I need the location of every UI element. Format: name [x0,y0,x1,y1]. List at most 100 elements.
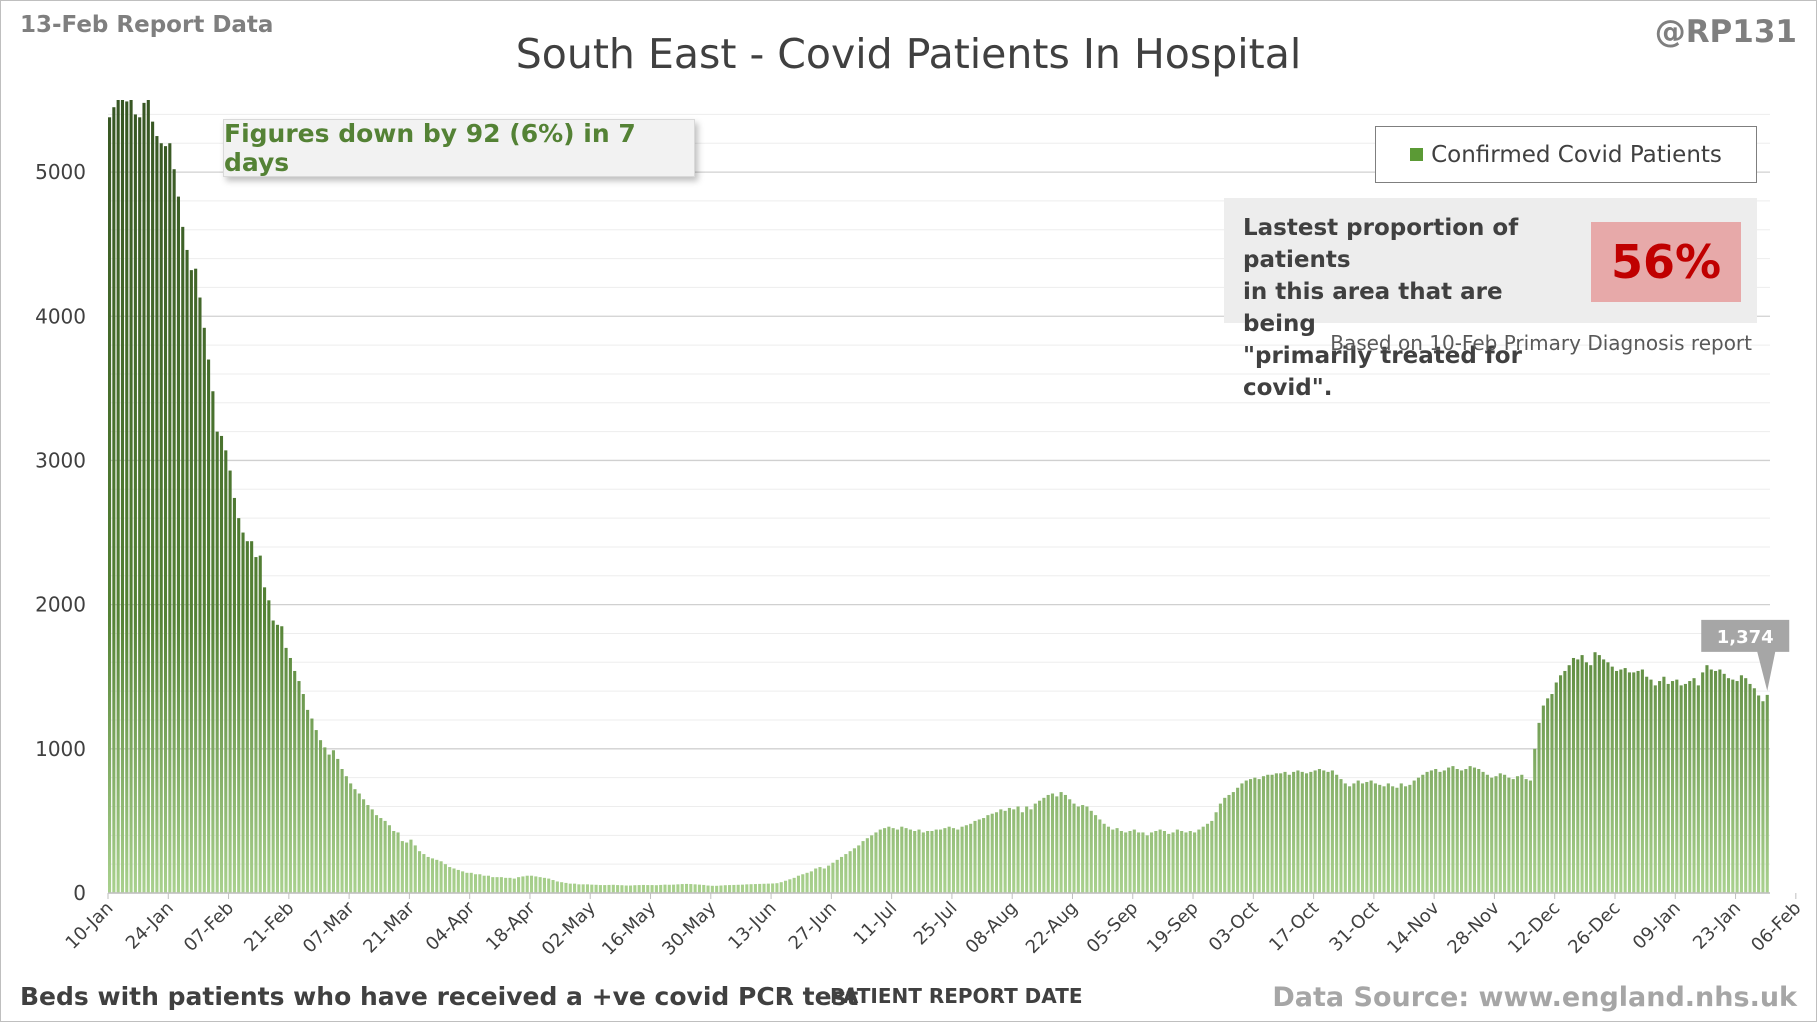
bar [405,842,409,893]
bar [1593,652,1597,893]
bar [801,874,805,893]
bar [504,877,508,893]
bar [1705,665,1709,893]
bar [857,845,861,893]
bar [525,875,529,893]
bar [357,793,361,893]
bar [1050,793,1055,893]
x-tick-label: 09-Jan [1629,898,1685,954]
bar [1464,769,1468,893]
bar [878,829,882,893]
bar [1309,771,1313,893]
legend-swatch [1410,148,1424,161]
bar [861,841,865,893]
bar [1503,774,1507,893]
bar [667,884,671,893]
bar [293,670,297,893]
bar [723,885,727,893]
bar [1494,776,1498,893]
bar [1468,766,1472,893]
bar [1709,669,1713,893]
bar [1274,773,1278,893]
bar [452,868,456,893]
bar [818,867,822,893]
bar [1369,780,1373,893]
bar [1679,685,1683,893]
bar [1386,783,1390,893]
bar [207,359,211,893]
bar [534,876,538,893]
bar [331,750,335,893]
bar [1094,815,1098,893]
bar [852,848,856,893]
bar [960,826,964,893]
bar [590,884,594,893]
bar [323,747,327,893]
bar [1313,770,1317,893]
author-handle: @RP131 [1654,14,1797,50]
bar [728,885,732,893]
bar [1670,681,1675,893]
bar [1115,828,1119,893]
bar [430,858,435,893]
bar [1726,678,1731,893]
bar [982,818,986,893]
bar [473,874,478,893]
bar [1089,810,1093,893]
bar [895,829,900,893]
x-tick-label: 02-May [538,897,600,959]
bar [1068,799,1072,893]
bar [1752,688,1756,893]
bar [1481,771,1485,893]
bar [1425,771,1429,893]
bar [1193,832,1197,893]
x-tick-label: 18-Apr [482,897,540,955]
proportion-value: 56% [1591,222,1741,302]
bar [659,884,663,893]
bar [1016,806,1020,893]
bar [288,657,292,893]
bar [1223,797,1227,893]
bar [1619,669,1623,893]
bar [1537,722,1541,893]
last-value-bubble [1701,619,1790,691]
bar [469,872,473,893]
bar [908,829,912,893]
bar [461,871,465,893]
bar [1757,695,1761,893]
bar [1391,786,1395,893]
bar [926,831,930,893]
bar [736,884,740,893]
bar [883,828,887,893]
bar [508,877,512,893]
x-tick-label: 17-Oct [1265,898,1323,956]
bar [1055,796,1059,893]
bar [917,829,921,893]
bar [1563,670,1567,893]
bar [839,856,844,893]
y-tick-label: 2000 [35,593,86,617]
bar [211,391,215,893]
x-tick-label: 30-May [658,897,720,959]
bar [542,877,546,893]
bar [809,871,813,893]
bar [1201,826,1205,893]
bar [284,647,288,893]
bar [551,880,555,893]
bar [1257,779,1261,893]
bar [379,818,383,893]
x-tick-label: 13-Jun [724,898,780,954]
bar [646,885,650,893]
bar [1718,669,1722,893]
bar [1498,773,1502,893]
bar [392,831,396,893]
bar [1623,668,1627,893]
bar [947,826,951,893]
bar [129,100,133,893]
bar [263,587,267,893]
bar [568,883,572,893]
y-tick-label: 0 [73,881,86,905]
bar [1188,831,1192,893]
bar [585,884,590,893]
bar [831,862,835,893]
